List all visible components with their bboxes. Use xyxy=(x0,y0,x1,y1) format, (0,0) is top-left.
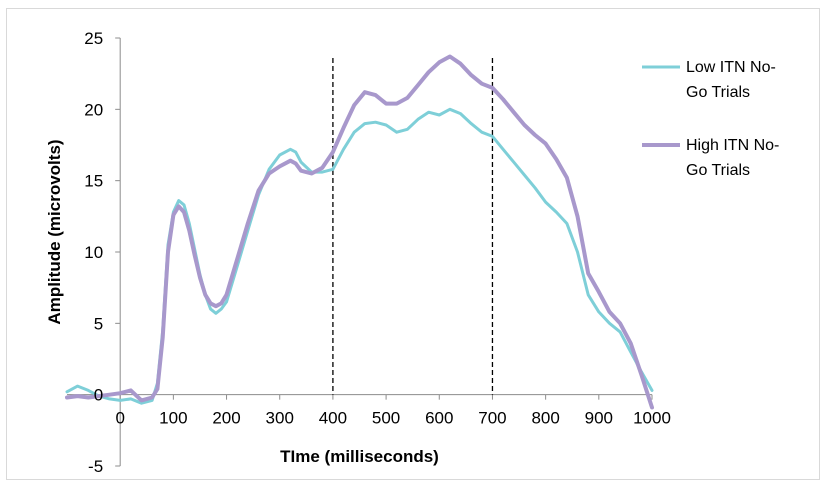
series-line-low-itn xyxy=(65,107,654,405)
x-tick-label: 800 xyxy=(531,409,559,428)
vertical-markers xyxy=(332,58,494,395)
x-tick-label: 0 xyxy=(115,409,124,428)
x-axis-title: TIme (milliseconds) xyxy=(280,447,439,466)
y-axis-title: Amplitude (microvolts) xyxy=(45,139,64,324)
x-tick-label: 1000 xyxy=(633,409,671,428)
y-tick-label: -5 xyxy=(88,457,103,476)
y-tick-label: 25 xyxy=(84,29,103,48)
tick-labels: -5 0 5 10 15 20 25 0 100 200 300 400 500 600 700 800 900… xyxy=(84,29,671,476)
y-tick-label: 20 xyxy=(84,100,103,119)
x-tick-label: 500 xyxy=(372,409,400,428)
series-line-high-itn xyxy=(65,54,654,410)
x-tick-label: 100 xyxy=(159,409,187,428)
x-tick-label: 400 xyxy=(319,409,347,428)
axes xyxy=(67,37,653,467)
legend-label-low-itn: Low ITN No-Go Trials xyxy=(686,59,776,101)
y-tick-label: 5 xyxy=(94,314,103,333)
y-tick-label: 0 xyxy=(94,386,103,405)
x-tick-label: 900 xyxy=(585,409,613,428)
series-lines xyxy=(65,54,654,410)
x-tick-label: 600 xyxy=(425,409,453,428)
x-tick-label: 200 xyxy=(212,409,240,428)
x-tick-label: 700 xyxy=(478,409,506,428)
y-tick-label: 15 xyxy=(84,172,103,191)
y-tick-label: 10 xyxy=(84,243,103,262)
legend: Low ITN No-Go Trials High ITN No-Go Trial… xyxy=(642,59,779,179)
legend-label-high-itn: High ITN No-Go Trials xyxy=(686,137,779,179)
x-tick-label: 300 xyxy=(266,409,294,428)
